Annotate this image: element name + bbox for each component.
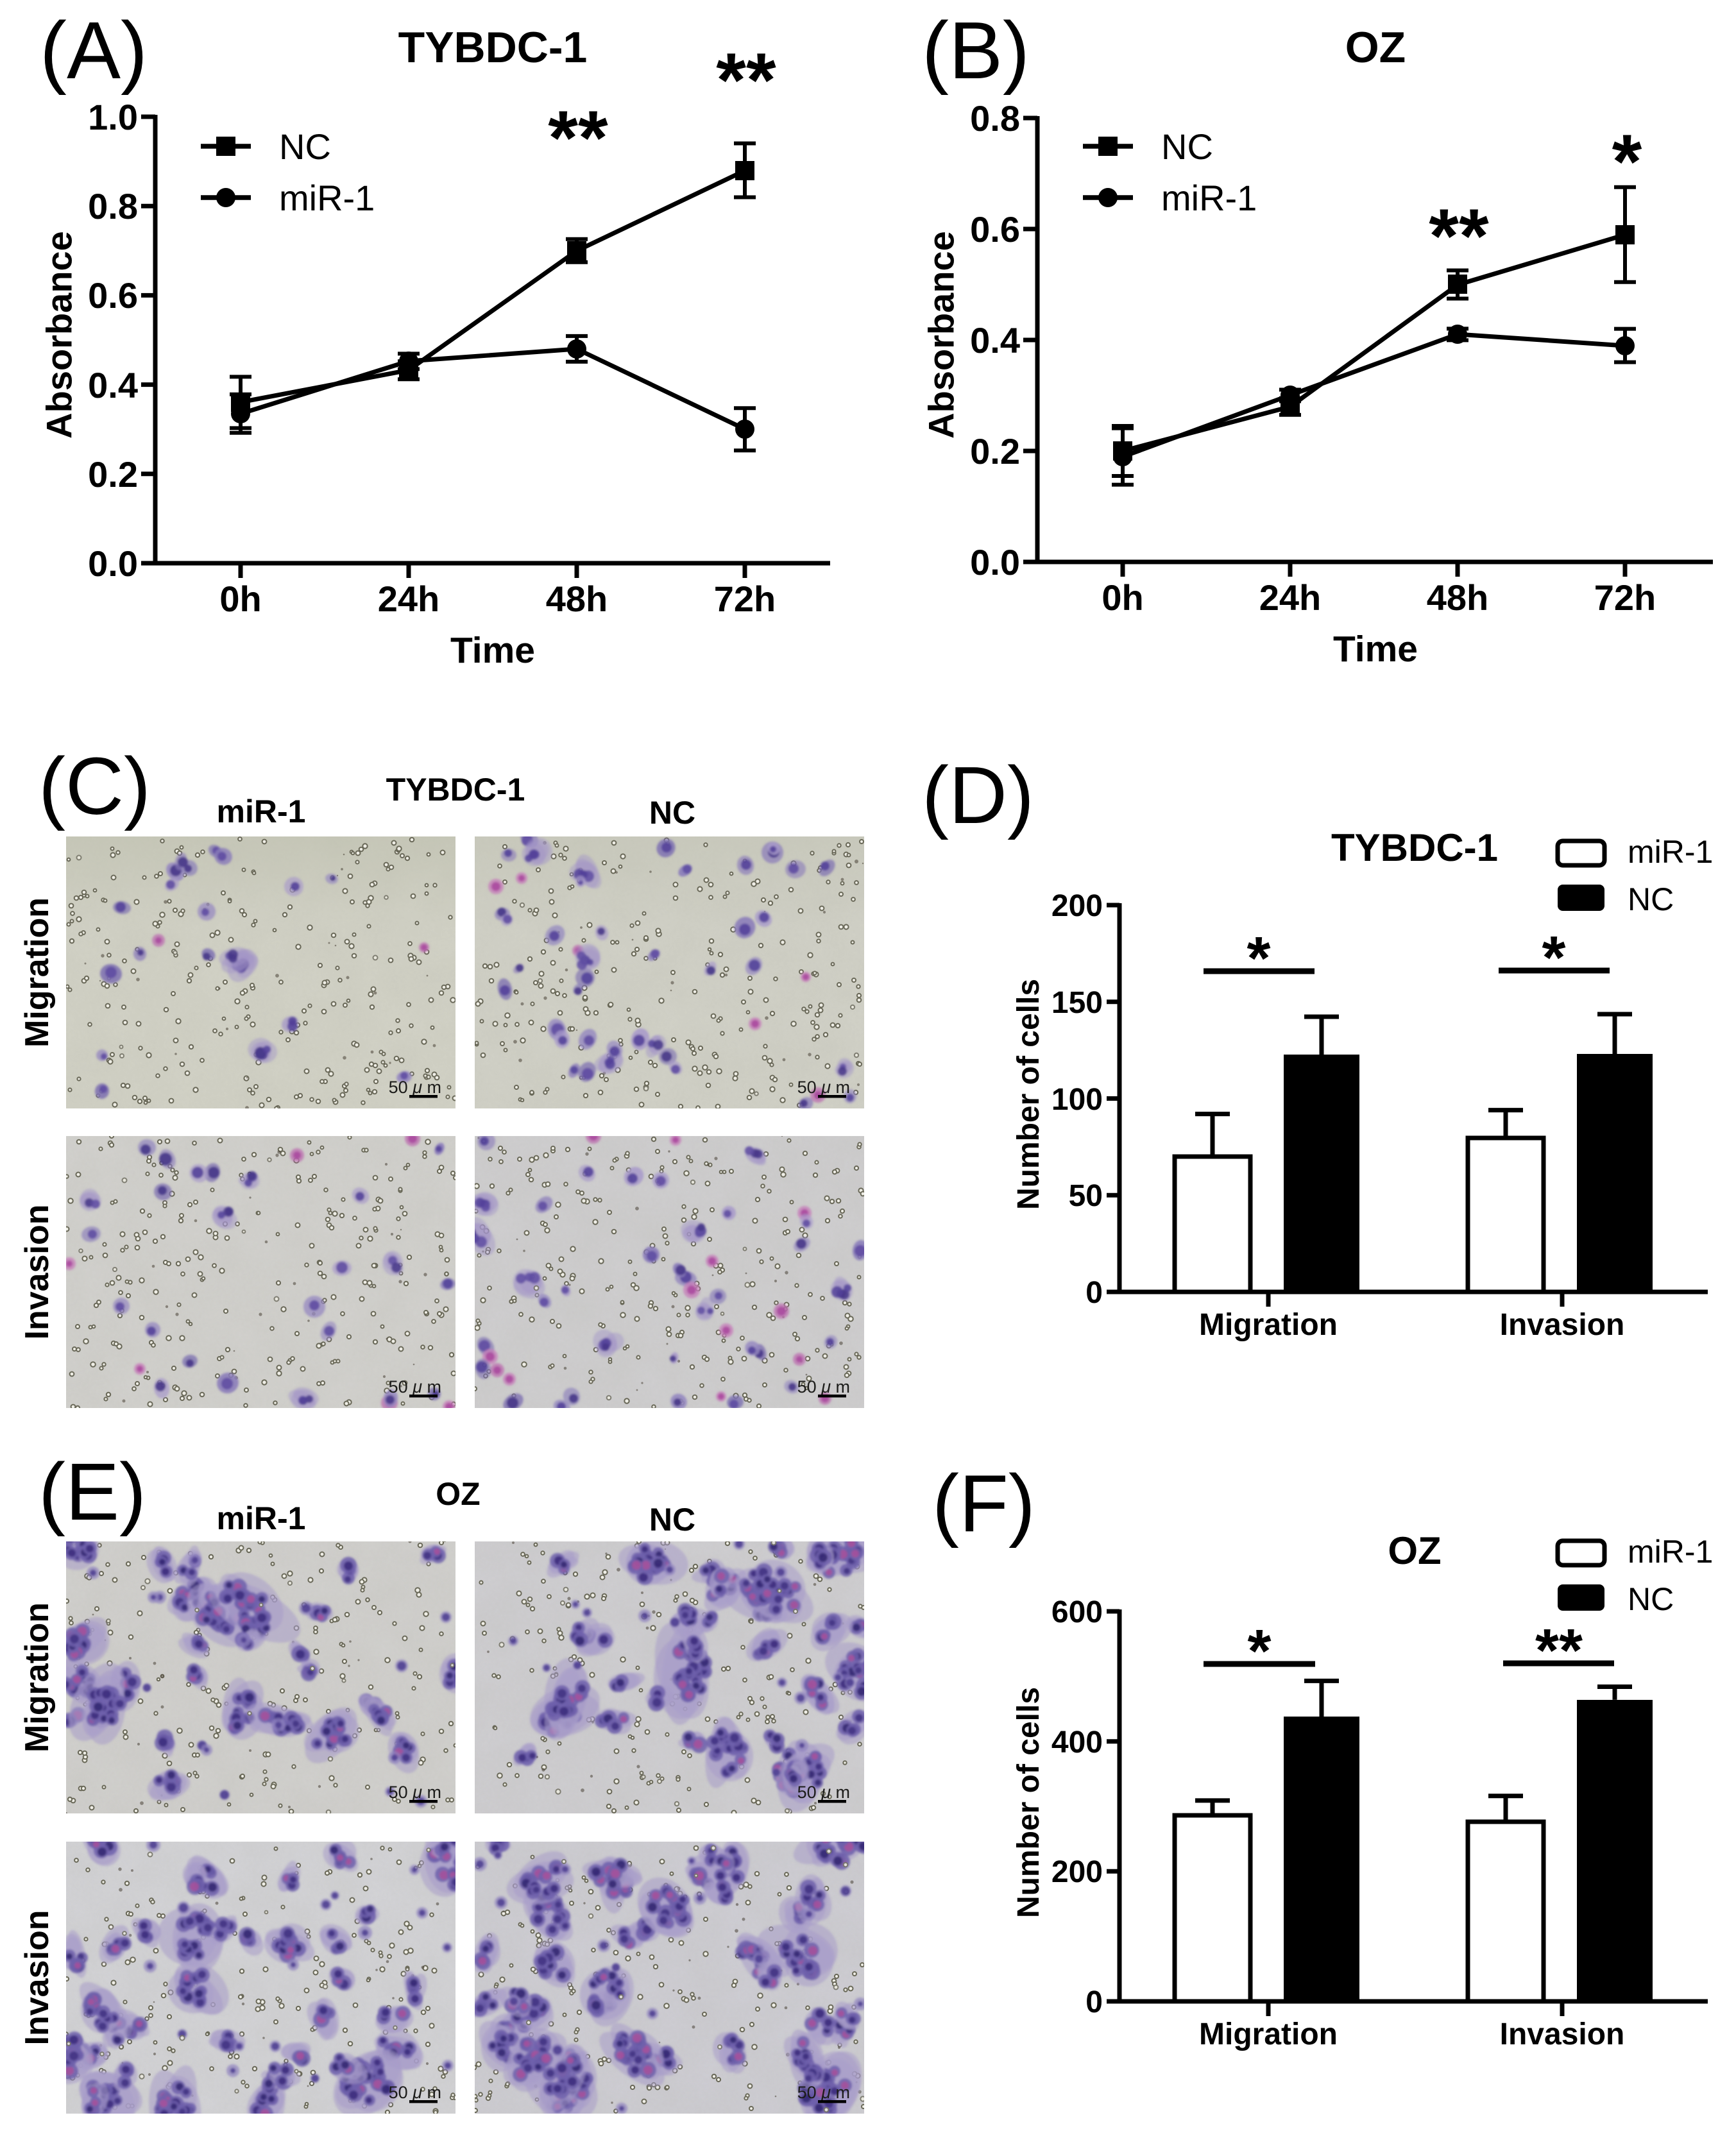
svg-text:NC: NC <box>649 1502 695 1538</box>
svg-text:(A): (A) <box>40 5 148 96</box>
svg-text:Migration: Migration <box>19 1602 56 1752</box>
svg-text:NC: NC <box>279 126 331 167</box>
svg-text:Invasion: Invasion <box>19 1910 56 2046</box>
svg-text:0h: 0h <box>219 579 261 619</box>
svg-text:50 μ m: 50 μ m <box>389 1078 441 1097</box>
svg-text:(C): (C) <box>38 741 151 831</box>
svg-text:0.2: 0.2 <box>970 431 1020 471</box>
svg-text:NC: NC <box>649 795 695 831</box>
svg-text:50 μ m: 50 μ m <box>389 1783 441 1802</box>
svg-text:Absorbance: Absorbance <box>921 231 962 439</box>
svg-text:TYBDC-1: TYBDC-1 <box>386 772 525 808</box>
svg-text:**: ** <box>716 37 776 123</box>
svg-text:50 μ m: 50 μ m <box>797 1377 850 1396</box>
svg-text:200: 200 <box>1051 889 1103 923</box>
svg-text:0h: 0h <box>1102 577 1143 618</box>
svg-text:50 μ m: 50 μ m <box>389 1377 441 1396</box>
svg-text:Time: Time <box>1333 629 1418 670</box>
svg-text:100: 100 <box>1051 1083 1103 1117</box>
svg-text:0.2: 0.2 <box>88 454 138 495</box>
svg-text:1.0: 1.0 <box>88 97 138 137</box>
svg-text:(E): (E) <box>38 1447 146 1537</box>
svg-text:miR-1: miR-1 <box>217 793 306 829</box>
svg-text:0.4: 0.4 <box>970 320 1020 361</box>
svg-text:*: * <box>1612 119 1642 205</box>
svg-text:(B): (B) <box>922 5 1030 96</box>
svg-text:50 μ m: 50 μ m <box>389 2083 441 2102</box>
svg-text:Invasion: Invasion <box>1500 1308 1625 1342</box>
svg-text:OZ: OZ <box>436 1476 480 1512</box>
svg-text:0.4: 0.4 <box>88 365 138 405</box>
svg-text:OZ: OZ <box>1345 23 1406 72</box>
svg-text:Number of cells: Number of cells <box>1012 979 1046 1210</box>
svg-text:*: * <box>1247 924 1271 992</box>
svg-text:0.0: 0.0 <box>970 542 1020 582</box>
svg-text:72h: 72h <box>1594 577 1656 618</box>
svg-text:(D): (D) <box>922 750 1034 840</box>
svg-text:miR-1: miR-1 <box>1161 178 1257 218</box>
svg-text:0.6: 0.6 <box>970 209 1020 250</box>
svg-text:NC: NC <box>1628 881 1674 917</box>
svg-text:50: 50 <box>1069 1179 1103 1213</box>
svg-text:Invasion: Invasion <box>19 1205 56 1340</box>
svg-text:24h: 24h <box>1259 577 1322 618</box>
svg-text:50 μ m: 50 μ m <box>797 1078 850 1097</box>
svg-text:Absorbance: Absorbance <box>39 231 80 439</box>
svg-text:50 μ m: 50 μ m <box>797 1783 850 1802</box>
svg-text:Time: Time <box>450 630 535 671</box>
svg-text:48h: 48h <box>1427 577 1489 618</box>
svg-text:miR-1: miR-1 <box>1628 834 1713 870</box>
svg-text:**: ** <box>548 95 608 181</box>
svg-text:24h: 24h <box>378 579 440 619</box>
svg-text:*: * <box>1542 924 1566 992</box>
svg-text:0.6: 0.6 <box>88 275 138 316</box>
svg-text:150: 150 <box>1051 986 1103 1020</box>
svg-text:NC: NC <box>1161 126 1213 167</box>
svg-text:TYBDC-1: TYBDC-1 <box>398 23 588 72</box>
svg-text:Migration: Migration <box>19 897 56 1048</box>
svg-text:TYBDC-1: TYBDC-1 <box>1331 826 1498 869</box>
svg-text:0.8: 0.8 <box>88 186 138 226</box>
svg-text:0.8: 0.8 <box>970 98 1020 139</box>
svg-text:miR-1: miR-1 <box>217 1500 306 1536</box>
svg-text:miR-1: miR-1 <box>279 178 375 218</box>
svg-text:Migration: Migration <box>1199 1308 1338 1342</box>
svg-text:**: ** <box>1429 193 1489 279</box>
svg-text:72h: 72h <box>714 579 776 619</box>
svg-text:0: 0 <box>1085 1276 1103 1310</box>
svg-text:48h: 48h <box>546 579 608 619</box>
svg-text:0.0: 0.0 <box>88 543 138 584</box>
